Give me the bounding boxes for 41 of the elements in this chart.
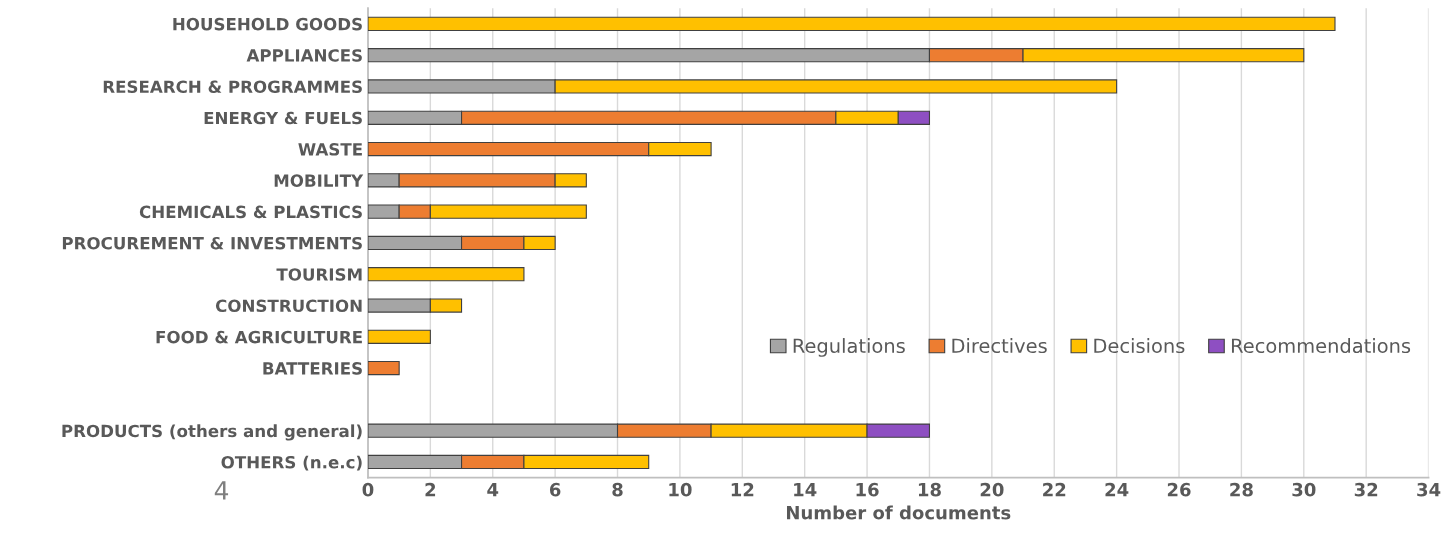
y-tick-label: HOUSEHOLD GOODS: [173, 17, 362, 31]
legend-label: Directives: [952, 338, 1047, 354]
x-tick-label: 12: [731, 482, 754, 497]
bar: [367, 329, 431, 344]
x-tick-label: 4: [487, 483, 499, 497]
x-tick-label: 16: [856, 482, 879, 497]
y-tick-label: FOOD & AGRICULTURE: [156, 330, 362, 344]
x-tick-label: 6: [549, 482, 561, 497]
legend-label: Decisions: [1094, 338, 1185, 354]
x-tick-label: 8: [612, 482, 623, 497]
y-tick-label: BATTERIES: [263, 362, 362, 375]
y-tick-label: APPLIANCES: [246, 49, 362, 62]
x-tick-label: 30: [1292, 482, 1316, 497]
x-tick-label: 0: [362, 482, 374, 497]
bar: [367, 267, 525, 282]
x-tick-label: 14: [794, 483, 817, 497]
x-tick-label: 10: [669, 482, 692, 497]
x-tick-label: 34: [1417, 482, 1441, 497]
x-tick-label: 28: [1230, 482, 1253, 497]
y-tick-label: CONSTRUCTION: [215, 299, 362, 313]
y-tick-label: OTHERS (n.e.c): [221, 455, 362, 471]
y-tick-label: MOBILITY: [274, 174, 364, 187]
legend-label: Regulations: [793, 338, 905, 357]
x-tick-label: 22: [1043, 482, 1066, 497]
y-tick-label: RESEARCH & PROGRAMMES: [103, 80, 362, 94]
x-tick-label: 2: [425, 482, 436, 497]
x-tick-label: 26: [1167, 482, 1191, 497]
y-tick-label: ENERGY & FUELS: [204, 111, 362, 125]
x-axis-title: Number of documents: [787, 505, 1011, 520]
bar: [367, 360, 400, 376]
x-tick-label: 32: [1354, 482, 1378, 497]
y-tick-label: PRODUCTS (others and general): [62, 424, 362, 441]
legend-label: Recommendations: [1231, 338, 1411, 354]
x-tick-label: 18: [918, 482, 941, 497]
y-tick-label: WASTE: [298, 143, 362, 156]
y-tick-label: PROCUREMENT & INVESTMENTS: [62, 236, 362, 250]
y-tick-label: TOURISM: [276, 268, 362, 281]
x-tick-label: 20: [980, 482, 1004, 497]
x-tick-label: 24: [1105, 482, 1129, 497]
bar: [367, 16, 1336, 32]
y-tick-label: CHEMICALS & PLASTICS: [139, 205, 362, 219]
